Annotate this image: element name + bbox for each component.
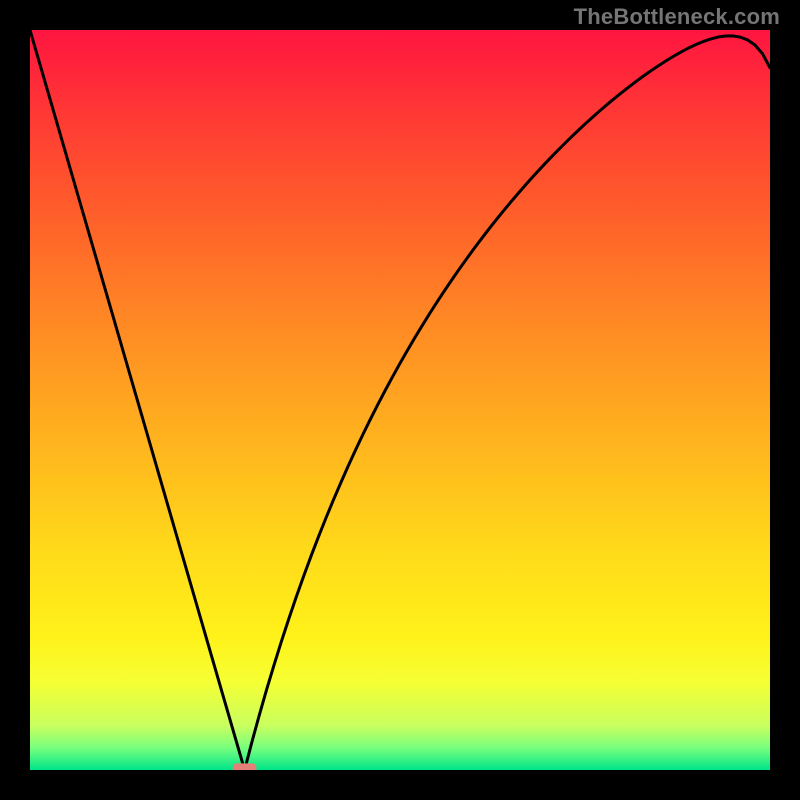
watermark-text: TheBottleneck.com [574, 4, 780, 30]
optimum-marker [233, 763, 257, 770]
chart-container: TheBottleneck.com [0, 0, 800, 800]
plot-area [30, 30, 770, 770]
bottleneck-curve [30, 30, 770, 770]
chart-svg [30, 30, 770, 770]
